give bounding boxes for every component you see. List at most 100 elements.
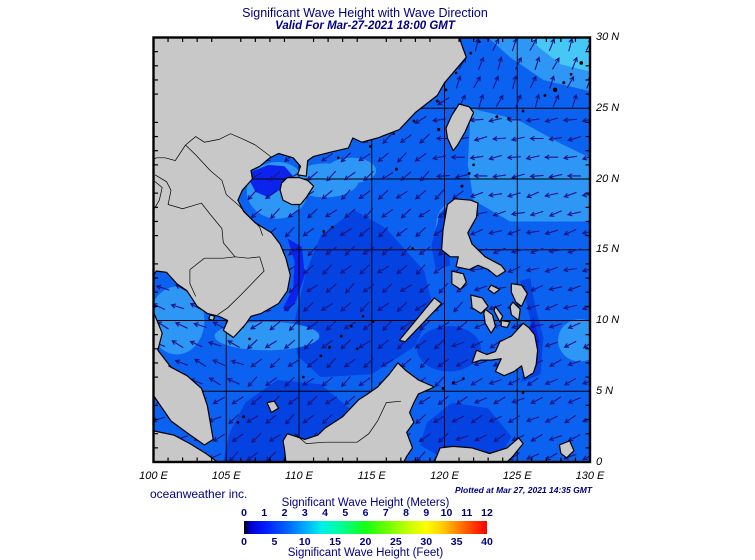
land-mainland-asia <box>153 37 467 339</box>
lon-label-115e: 115 E <box>357 470 386 482</box>
feet-tick-20: 20 <box>359 536 372 548</box>
ocean-shade <box>326 157 377 184</box>
feet-tick-0: 0 <box>241 536 247 548</box>
lon-label-125e: 125 E <box>502 470 532 482</box>
island-speck <box>368 145 372 148</box>
colorbar-gradient <box>244 521 487 534</box>
land-luzon <box>441 198 507 278</box>
meters-tick-6: 6 <box>362 507 369 519</box>
ocean-shade <box>416 326 481 372</box>
lon-label-100e: 100 E <box>139 470 168 482</box>
meters-tick-0: 0 <box>241 507 247 519</box>
land-hainan <box>279 177 315 206</box>
land-sulawesi <box>433 437 524 462</box>
island-speck <box>451 381 455 385</box>
island-speck <box>319 354 323 358</box>
meters-tick-8: 8 <box>403 507 409 519</box>
country-border <box>294 400 401 444</box>
island-speck <box>552 87 558 93</box>
island-speck <box>435 99 439 103</box>
land-negros <box>483 308 496 334</box>
minor-ticks <box>153 37 590 462</box>
land-leyte <box>509 301 521 322</box>
ocean-shade <box>293 210 433 378</box>
island-speck <box>322 230 326 233</box>
land-bohol <box>500 319 511 329</box>
land-halmahera <box>558 440 575 459</box>
land-borneo <box>282 362 435 462</box>
figure-title: Significant Wave Height with Wave Direct… <box>242 6 488 20</box>
land-malay-peninsula <box>153 311 214 446</box>
island-speck <box>467 171 471 175</box>
island-speck <box>562 81 566 85</box>
island-speck <box>579 61 584 65</box>
meters-tick-10: 10 <box>440 507 453 519</box>
lon-label-130e: 130 E <box>575 470 605 482</box>
meters-tick-9: 9 <box>423 507 430 519</box>
lon-label-120e: 120 E <box>430 470 459 482</box>
country-border <box>153 180 163 211</box>
lon-label-105e: 105 E <box>211 470 241 482</box>
credit-oceanweather: oceanweather inc. <box>150 487 248 501</box>
island-speck <box>336 156 340 160</box>
feet-tick-40: 40 <box>481 536 493 548</box>
meters-tick-11: 11 <box>461 507 473 519</box>
land-mindoro <box>451 270 467 290</box>
land-masbate <box>487 284 501 295</box>
island-speck <box>507 116 510 120</box>
island-speck <box>521 109 525 113</box>
land-palawan <box>398 297 443 343</box>
country-border <box>189 269 197 297</box>
feet-tick-15: 15 <box>329 536 341 548</box>
feet-tick-35: 35 <box>450 536 463 548</box>
land-sumatra <box>153 430 219 462</box>
island-speck <box>236 421 240 424</box>
island-speck <box>412 119 416 123</box>
lat-label-10n: 10 N <box>596 314 620 326</box>
country-border <box>217 256 265 316</box>
map-frame <box>152 36 592 464</box>
island-speck <box>394 167 398 171</box>
island-speck <box>495 115 499 119</box>
island-speck <box>361 314 365 318</box>
lat-label-20n: 20 N <box>596 172 620 185</box>
land-natuna <box>266 400 280 414</box>
island-speck <box>462 377 465 380</box>
island-speck <box>543 94 547 97</box>
meters-tick-7: 7 <box>382 507 389 519</box>
meters-tick-4: 4 <box>322 507 328 519</box>
island-speck <box>355 347 359 351</box>
map-inner <box>153 37 590 462</box>
land-samar <box>510 283 528 307</box>
island-speck <box>569 72 573 76</box>
lat-label-15n: 15 N <box>596 243 620 256</box>
country-border <box>185 144 263 236</box>
figure-valid-time: Valid For Mar-27-2021 18:00 GMT <box>275 20 455 32</box>
legend-title-feet: Significant Wave Height (Feet) <box>287 547 444 559</box>
island-speck <box>350 324 353 328</box>
feet-tick-5: 5 <box>271 536 278 548</box>
island-speck <box>478 40 481 44</box>
ocean-shade <box>467 108 590 222</box>
lat-label-25n: 25 N <box>596 101 620 114</box>
island-speck <box>444 88 448 92</box>
meters-tick-1: 1 <box>261 507 268 519</box>
island-speck <box>521 391 525 395</box>
lon-label-110e: 110 E <box>285 470 313 482</box>
legend-title-meters: Significant Wave Height (Meters) <box>281 497 450 509</box>
lat-label-0: 0 <box>596 455 603 468</box>
meters-tick-2: 2 <box>281 507 288 519</box>
island-speck <box>411 247 414 250</box>
meters-tick-3: 3 <box>301 507 308 519</box>
figure-header: Significant Wave Height with Wave Direct… <box>0 0 730 33</box>
land-mindanao <box>471 322 539 380</box>
lat-label-30n: 30 N <box>596 31 620 43</box>
country-border <box>153 144 186 162</box>
island-speck <box>302 375 305 379</box>
island-speck <box>328 345 332 349</box>
land-cebu <box>493 305 504 323</box>
island-speck <box>372 320 375 324</box>
country-border <box>185 133 272 158</box>
feet-tick-30: 30 <box>420 536 433 548</box>
